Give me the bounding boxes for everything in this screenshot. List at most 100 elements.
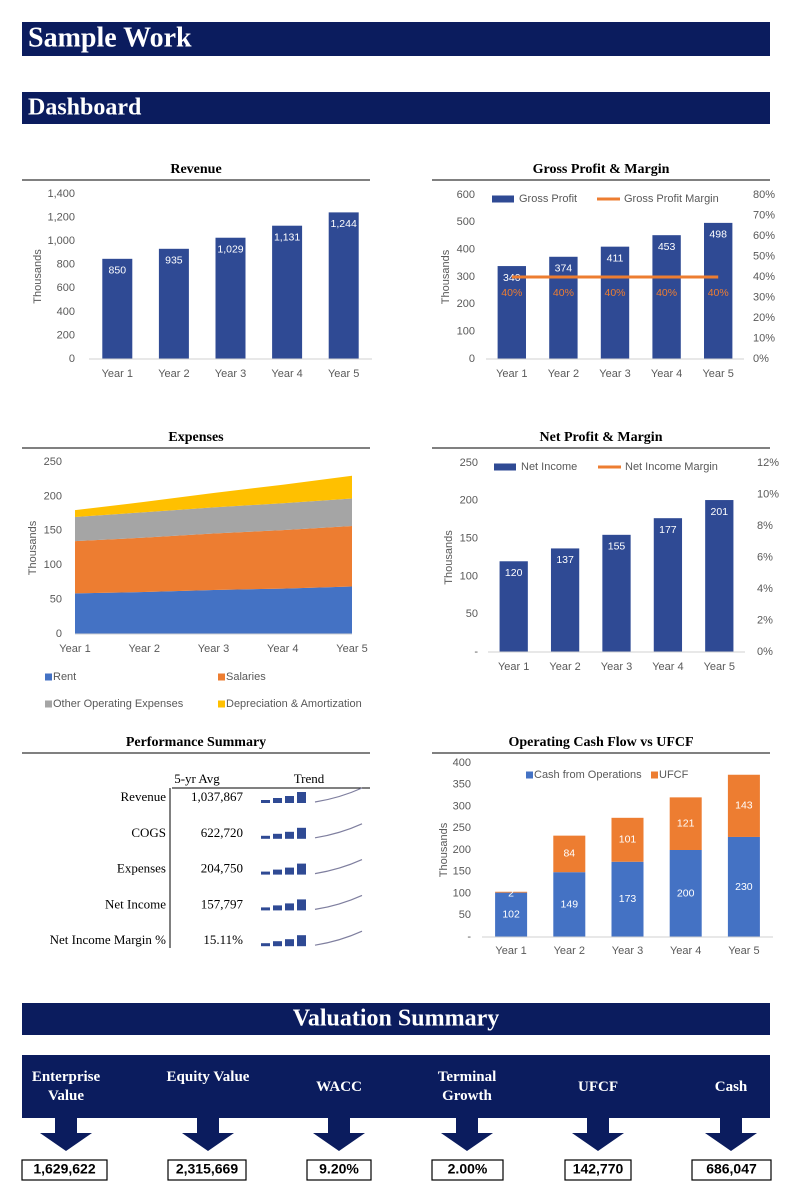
y-tick-label: 100 (457, 326, 475, 338)
valuation-label: Enterprise Value (31, 1069, 101, 1104)
sparkline-bar (273, 869, 282, 875)
data-label: 200 (677, 887, 695, 899)
data-label: 1,244 (331, 218, 357, 230)
bar (215, 237, 246, 359)
arrow (40, 1118, 92, 1151)
chart-title: Revenue (170, 162, 221, 177)
y2-tick-label: 6% (757, 551, 773, 563)
y-tick-label: 200 (460, 495, 478, 507)
x-tick-label: Year 2 (129, 643, 160, 655)
y-tick-label: 150 (460, 533, 478, 545)
x-tick-label: Year 5 (702, 368, 733, 380)
row-value: 1,037,867 (191, 789, 244, 804)
y-tick-label: 600 (57, 282, 75, 294)
data-label: 850 (109, 265, 127, 277)
y-tick-label: 50 (466, 608, 478, 620)
data-label: 935 (165, 255, 183, 267)
legend-marker (494, 463, 516, 471)
legend-marker (492, 195, 514, 203)
data-label: 40% (708, 287, 729, 299)
data-label: 84 (563, 848, 575, 860)
value-box (431, 1159, 504, 1181)
data-label: 453 (658, 241, 676, 253)
sparkline-bar (261, 943, 270, 947)
y-axis-label: Thousands (27, 520, 39, 575)
y2-tick-label: 0% (757, 646, 773, 658)
bar (602, 534, 631, 652)
sparkline-bar (285, 939, 294, 947)
bar-segment (553, 872, 586, 937)
y-tick-label: 800 (57, 259, 75, 271)
data-label: 1,029 (217, 244, 243, 256)
x-tick-label: Year 5 (704, 661, 735, 673)
x-tick-label: Year 1 (495, 945, 526, 957)
bar (102, 258, 133, 359)
bar (600, 246, 630, 359)
y-tick-label: 0 (69, 353, 75, 365)
x-tick-label: Year 5 (336, 643, 367, 655)
data-label: 121 (677, 817, 695, 829)
y2-tick-label: 10% (757, 488, 779, 500)
x-tick-label: Year 4 (651, 368, 682, 380)
legend-marker (218, 673, 225, 681)
valuation-label: UFCF (578, 1079, 618, 1095)
bar-segment (495, 891, 528, 893)
data-label: 201 (711, 506, 729, 518)
valuation-value: 1,629,622 (33, 1161, 95, 1177)
y-tick-label: 100 (453, 887, 471, 899)
data-label: 40% (553, 287, 574, 299)
x-tick-label: Year 2 (548, 368, 579, 380)
legend-label: Rent (53, 671, 76, 683)
bar (652, 235, 681, 359)
valuation-value: 9.20% (319, 1161, 359, 1177)
arrow (705, 1118, 757, 1151)
y-tick-label: 100 (460, 570, 478, 582)
y2-tick-label: 40% (753, 271, 775, 283)
sparkline-bar (261, 907, 270, 911)
sparkline-bar (273, 798, 282, 803)
data-label: 498 (709, 229, 727, 241)
y-tick-label: 200 (457, 298, 475, 310)
y-axis-label: Thousands (32, 249, 44, 304)
y-tick-label: 600 (457, 189, 475, 201)
y2-tick-label: 70% (753, 209, 775, 221)
arrow (182, 1118, 234, 1151)
bar (328, 212, 359, 359)
valuation-value: 686,047 (706, 1161, 757, 1177)
data-label: 374 (555, 263, 573, 275)
column-header: 5-yr Avg (174, 771, 220, 786)
x-tick-label: Year 1 (59, 643, 90, 655)
bar (549, 256, 578, 359)
y-tick-label: 50 (50, 594, 62, 606)
valuation-label: Equity Value (166, 1069, 250, 1085)
sparkline (314, 894, 363, 910)
y-tick-label: 200 (44, 490, 62, 502)
section-title: Dashboard (28, 95, 142, 121)
y2-tick-label: 12% (757, 457, 779, 469)
sparkline (314, 859, 363, 875)
bar-segment (611, 817, 644, 862)
y-tick-label: 150 (453, 866, 471, 878)
area (75, 525, 352, 594)
data-label: 102 (502, 909, 520, 921)
row-label: COGS (131, 825, 166, 840)
y-tick-label: 250 (453, 822, 471, 834)
bar (705, 500, 734, 652)
x-tick-label: Year 3 (599, 368, 630, 380)
row-label: Expenses (117, 861, 166, 876)
x-tick-label: Year 3 (198, 643, 229, 655)
legend-marker (651, 771, 658, 779)
data-label: 101 (619, 834, 637, 846)
x-tick-label: Year 4 (652, 661, 683, 673)
x-tick-label: Year 4 (670, 945, 701, 957)
legend-label: Salaries (226, 671, 266, 683)
y-tick-label: 400 (457, 244, 475, 256)
y-tick-label: 300 (453, 800, 471, 812)
y-tick-label: 1,200 (47, 211, 75, 223)
bar (653, 518, 683, 652)
section-bar (22, 1003, 770, 1035)
row-value: 15.11% (203, 932, 243, 947)
sparkline-bar (285, 796, 294, 803)
bar-segment (495, 892, 528, 937)
sparkline-bar (261, 800, 270, 803)
